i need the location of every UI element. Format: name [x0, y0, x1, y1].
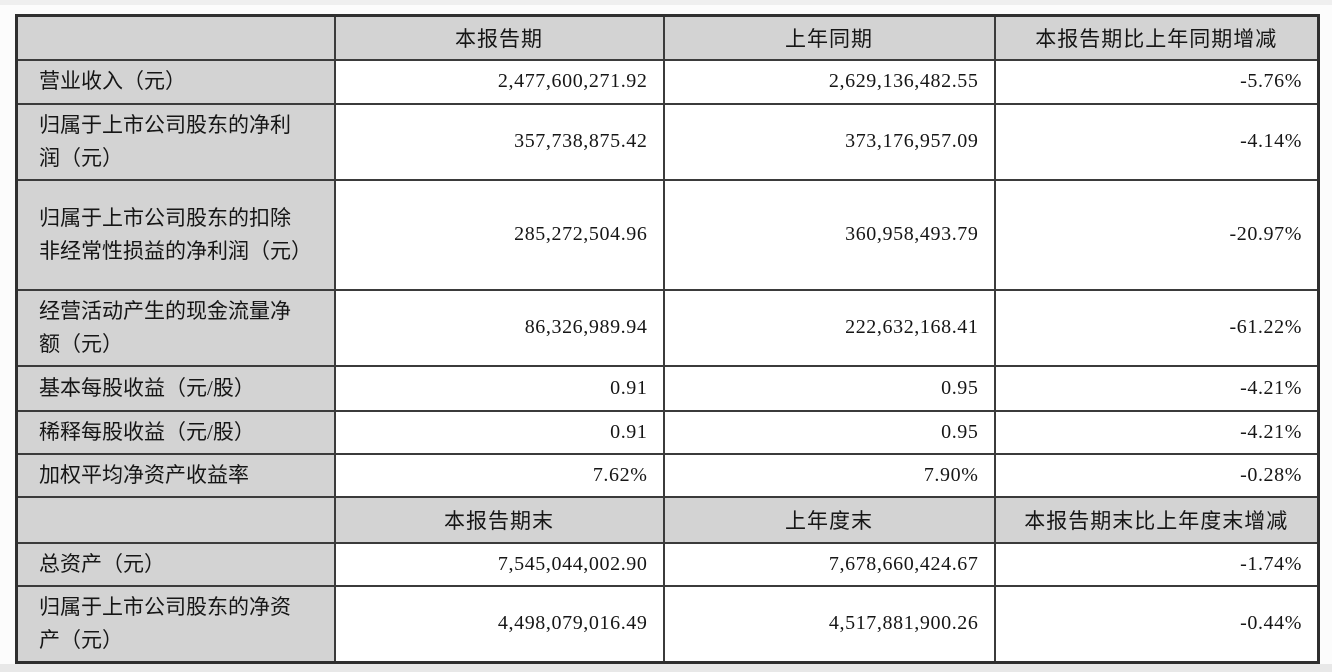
column-header-prior-period: 上年同期 — [662, 14, 996, 61]
value-prior-period: 0.95 — [662, 364, 996, 412]
table-row-net-profit-excl-nonrecurring: 归属于上市公司股东的扣除非经常性损益的净利润（元） 285,272,504.96… — [15, 178, 1320, 291]
table-row-operating-revenue: 营业收入（元） 2,477,600,271.92 2,629,136,482.5… — [15, 58, 1320, 105]
row-label: 总资产（元） — [15, 541, 336, 587]
value-change: -61.22% — [993, 288, 1320, 367]
section1-header-row: 本报告期 上年同期 本报告期比上年同期增减 — [15, 14, 1320, 61]
value-current-period: 4,498,079,016.49 — [333, 584, 665, 664]
row-label: 归属于上市公司股东的净利润（元） — [15, 102, 336, 181]
row-label: 归属于上市公司股东的扣除非经常性损益的净利润（元） — [15, 178, 336, 291]
value-change: -0.44% — [993, 584, 1320, 664]
value-change: -4.21% — [993, 364, 1320, 412]
value-current-period: 7.62% — [333, 452, 665, 498]
row-label: 稀释每股收益（元/股） — [15, 409, 336, 455]
value-change: -5.76% — [993, 58, 1320, 105]
section2-header-row: 本报告期末 上年度末 本报告期末比上年度末增减 — [15, 495, 1320, 544]
column-header-current-period: 本报告期 — [333, 14, 665, 61]
row-label: 加权平均净资产收益率 — [15, 452, 336, 498]
key-financials-table: 本报告期 上年同期 本报告期比上年同期增减 营业收入（元） 2,477,600,… — [15, 14, 1320, 664]
table-row-net-assets: 归属于上市公司股东的净资产（元） 4,498,079,016.49 4,517,… — [15, 584, 1320, 664]
row-label: 基本每股收益（元/股） — [15, 364, 336, 412]
value-current-period: 0.91 — [333, 409, 665, 455]
corner-cell — [15, 495, 336, 544]
row-label: 营业收入（元） — [15, 58, 336, 105]
page-edge-bottom — [0, 664, 1332, 672]
value-change: -4.21% — [993, 409, 1320, 455]
table-row-weighted-avg-roe: 加权平均净资产收益率 7.62% 7.90% -0.28% — [15, 452, 1320, 498]
table-row-basic-eps: 基本每股收益（元/股） 0.91 0.95 -4.21% — [15, 364, 1320, 412]
table-row-diluted-eps: 稀释每股收益（元/股） 0.91 0.95 -4.21% — [15, 409, 1320, 455]
value-prior-period: 2,629,136,482.55 — [662, 58, 996, 105]
value-prior-period: 360,958,493.79 — [662, 178, 996, 291]
value-prior-period: 7,678,660,424.67 — [662, 541, 996, 587]
column-header-end-change: 本报告期末比上年度末增减 — [993, 495, 1320, 544]
column-header-end-of-period: 本报告期末 — [333, 495, 665, 544]
row-label: 归属于上市公司股东的净资产（元） — [15, 584, 336, 664]
table-row-total-assets: 总资产（元） 7,545,044,002.90 7,678,660,424.67… — [15, 541, 1320, 587]
value-prior-period: 0.95 — [662, 409, 996, 455]
value-current-period: 285,272,504.96 — [333, 178, 665, 291]
corner-cell — [15, 14, 336, 61]
page-edge-top — [0, 0, 1332, 5]
value-change: -1.74% — [993, 541, 1320, 587]
value-current-period: 2,477,600,271.92 — [333, 58, 665, 105]
value-prior-period: 4,517,881,900.26 — [662, 584, 996, 664]
table-row-net-profit: 归属于上市公司股东的净利润（元） 357,738,875.42 373,176,… — [15, 102, 1320, 181]
column-header-period-change: 本报告期比上年同期增减 — [993, 14, 1320, 61]
value-current-period: 357,738,875.42 — [333, 102, 665, 181]
value-prior-period: 373,176,957.09 — [662, 102, 996, 181]
value-change: -0.28% — [993, 452, 1320, 498]
value-prior-period: 222,632,168.41 — [662, 288, 996, 367]
value-change: -20.97% — [993, 178, 1320, 291]
value-current-period: 86,326,989.94 — [333, 288, 665, 367]
column-header-end-of-prior-year: 上年度末 — [662, 495, 996, 544]
table-row-operating-cash-flow: 经营活动产生的现金流量净额（元） 86,326,989.94 222,632,1… — [15, 288, 1320, 367]
value-prior-period: 7.90% — [662, 452, 996, 498]
value-change: -4.14% — [993, 102, 1320, 181]
row-label: 经营活动产生的现金流量净额（元） — [15, 288, 336, 367]
value-current-period: 0.91 — [333, 364, 665, 412]
value-current-period: 7,545,044,002.90 — [333, 541, 665, 587]
